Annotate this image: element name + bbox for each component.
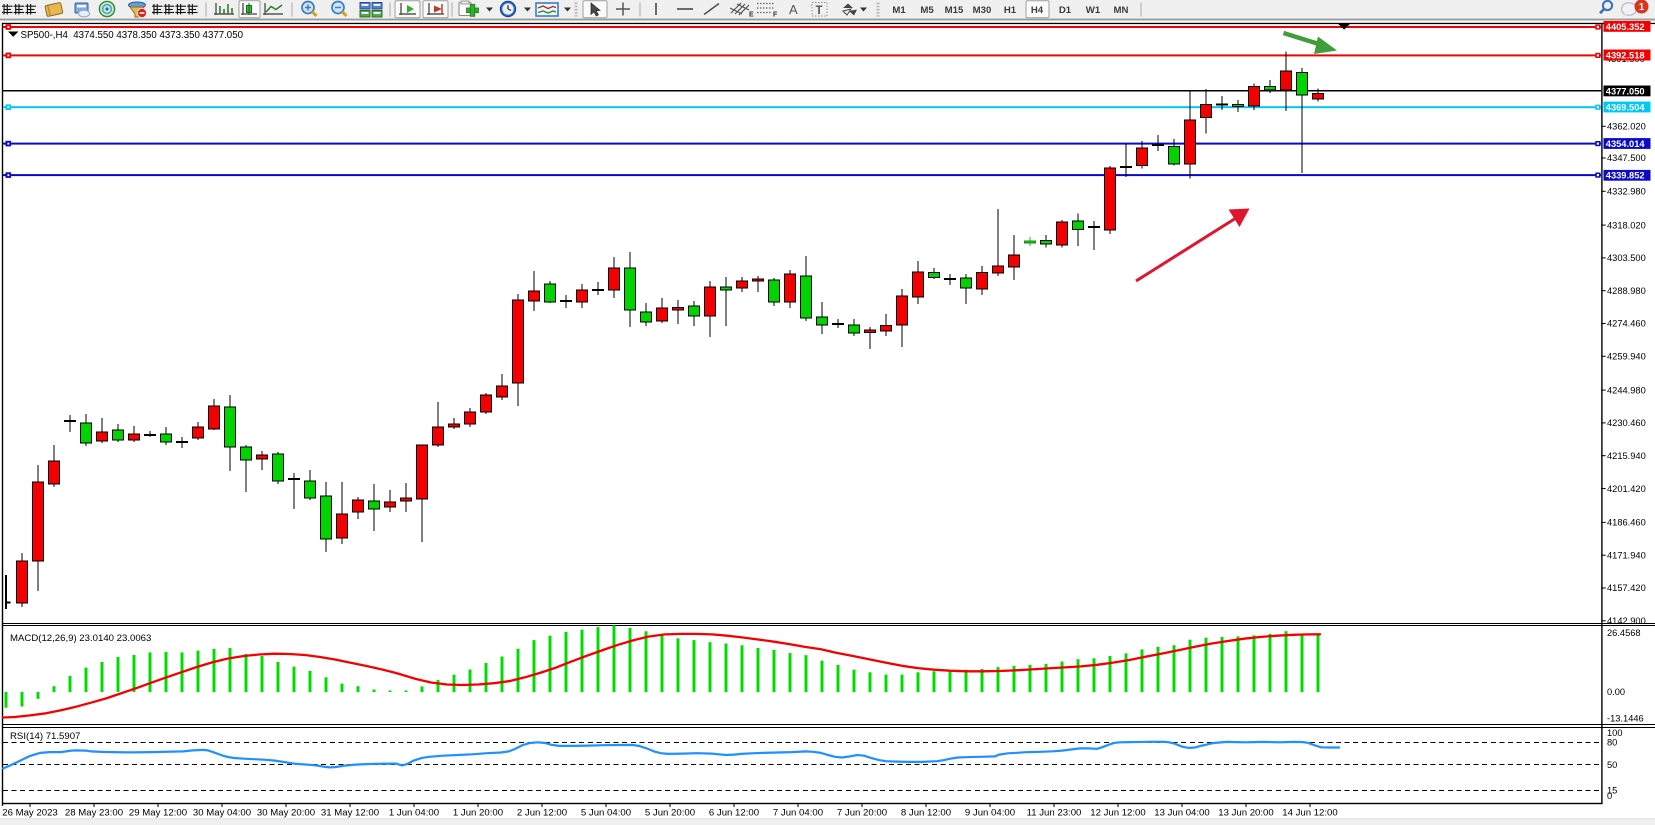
svg-text:9 Jun 04:00: 9 Jun 04:00 [965,808,1015,819]
svg-text:0: 0 [1607,791,1612,801]
svg-text:M30: M30 [973,5,992,16]
svg-text:80: 80 [1607,738,1617,748]
svg-text:12 Jun 12:00: 12 Jun 12:00 [1090,808,1145,819]
svg-text:4259.940: 4259.940 [1607,352,1646,362]
svg-text:0.00: 0.00 [1607,687,1625,697]
svg-text:26.4568: 26.4568 [1607,628,1641,638]
svg-text:6 Jun 12:00: 6 Jun 12:00 [709,808,759,819]
svg-text:4339.852: 4339.852 [1606,171,1645,181]
svg-text:4369.504: 4369.504 [1606,102,1646,112]
svg-text:30 May 20:00: 30 May 20:00 [257,808,315,819]
svg-text:13 Jun 04:00: 13 Jun 04:00 [1154,808,1209,819]
svg-text:29 May 12:00: 29 May 12:00 [129,808,187,819]
svg-text:1 Jun 20:00: 1 Jun 20:00 [453,808,503,819]
svg-text:4288.980: 4288.980 [1607,286,1646,296]
svg-text:7 Jun 20:00: 7 Jun 20:00 [837,808,887,819]
svg-text:M1: M1 [892,5,906,16]
svg-text:SP500-,H4 4374.550 4378.350 4: SP500-,H4 4374.550 4378.350 4373.350 437… [21,30,244,41]
svg-text:31 May 12:00: 31 May 12:00 [321,808,379,819]
svg-text:4201.420: 4201.420 [1607,484,1646,494]
svg-text:4377.050: 4377.050 [1606,86,1645,96]
svg-text:13 Jun 20:00: 13 Jun 20:00 [1218,808,1273,819]
svg-text:-13.1446: -13.1446 [1607,714,1644,724]
svg-text:4332.980: 4332.980 [1607,187,1646,197]
svg-text:28 May 23:00: 28 May 23:00 [65,808,123,819]
svg-text:H1: H1 [1004,5,1017,16]
svg-text:4142.900: 4142.900 [1607,616,1646,626]
svg-text:4354.014: 4354.014 [1606,139,1646,149]
svg-text:M5: M5 [920,5,934,16]
svg-text:E: E [749,12,754,19]
svg-text:4303.500: 4303.500 [1607,253,1646,263]
svg-text:5 Jun 04:00: 5 Jun 04:00 [581,808,631,819]
svg-text:100: 100 [1607,728,1623,738]
svg-text:4230.460: 4230.460 [1607,418,1646,428]
svg-text:26 May 2023: 26 May 2023 [2,808,57,819]
svg-text:4215.940: 4215.940 [1607,451,1646,461]
svg-text:MACD(12,26,9) 23.0140 23.0063: MACD(12,26,9) 23.0140 23.0063 [10,633,151,644]
svg-text:4244.980: 4244.980 [1607,385,1646,395]
svg-text:1 Jun 04:00: 1 Jun 04:00 [389,808,439,819]
svg-text:5 Jun 20:00: 5 Jun 20:00 [645,808,695,819]
svg-text:4186.460: 4186.460 [1607,518,1646,528]
svg-text:D1: D1 [1059,5,1072,16]
svg-text:4171.940: 4171.940 [1607,550,1646,560]
svg-text:1: 1 [1639,2,1645,13]
svg-text:7 Jun 04:00: 7 Jun 04:00 [773,808,823,819]
svg-text:4157.420: 4157.420 [1607,583,1646,593]
svg-text:M15: M15 [945,5,964,16]
svg-text:W1: W1 [1086,5,1101,16]
svg-text:15: 15 [1607,786,1617,796]
svg-text:RSI(14) 71.5907: RSI(14) 71.5907 [10,731,80,742]
svg-text:MN: MN [1114,5,1129,16]
svg-text:11 Jun 23:00: 11 Jun 23:00 [1027,808,1082,819]
svg-text:H4: H4 [1031,5,1044,16]
svg-text:8 Jun 12:00: 8 Jun 12:00 [901,808,951,819]
svg-text:2 Jun 12:00: 2 Jun 12:00 [517,808,567,819]
svg-text:4405.352: 4405.352 [1606,22,1645,32]
svg-text:14 Jun 12:00: 14 Jun 12:00 [1282,808,1337,819]
svg-text:4318.020: 4318.020 [1607,220,1646,230]
svg-text:4274.460: 4274.460 [1607,319,1646,329]
svg-text:F: F [773,12,778,19]
svg-text:4392.518: 4392.518 [1606,50,1645,60]
svg-text:4347.500: 4347.500 [1607,153,1646,163]
svg-text:A: A [789,2,798,17]
svg-text:4362.020: 4362.020 [1607,122,1646,132]
svg-text:30 May 04:00: 30 May 04:00 [193,808,251,819]
svg-text:50: 50 [1607,760,1617,770]
svg-text:T: T [816,5,823,17]
